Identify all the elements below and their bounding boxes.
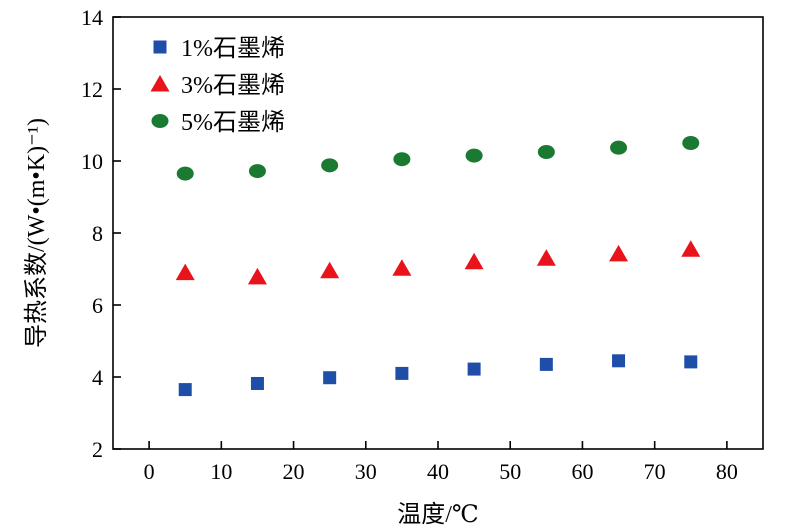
legend-marker [153,40,167,54]
data-point [320,261,340,279]
series-layer [175,136,701,397]
legend-label: 5%石墨烯 [181,109,285,136]
y-tick-label: 14 [81,5,103,30]
data-point [539,357,553,371]
x-tick-label: 40 [427,459,449,484]
data-point [321,158,339,173]
data-point [537,145,555,159]
x-tick-label: 10 [210,459,232,484]
y-tick-label: 6 [92,293,103,318]
data-point [323,371,337,385]
y-axis-ticks: 2 4 6 8 10 12 14 [81,5,121,462]
y-tick-label: 12 [81,77,103,102]
data-point [610,140,628,155]
y-axis-title: 导热系数/(W•(m•K)⁻¹) [23,118,50,348]
y-tick-label: 10 [81,149,103,174]
data-point [612,354,626,368]
legend-marker [151,114,169,128]
x-tick-label: 0 [144,459,155,484]
data-point [178,383,192,397]
legend-label: 3%石墨烯 [181,72,285,99]
data-point [684,355,698,369]
x-axis-ticks: 0 10 20 30 40 50 60 70 80 [144,441,738,484]
data-point [392,259,412,276]
data-point [465,148,483,163]
data-point [464,252,484,270]
y-tick-label: 2 [92,437,103,462]
data-point [393,152,411,167]
data-point [467,362,481,376]
y-tick-label: 8 [92,221,103,246]
data-point [175,263,195,281]
data-point [248,164,266,179]
x-tick-label: 30 [355,459,377,484]
x-tick-label: 50 [499,459,521,484]
series-2 [175,240,701,285]
data-point [681,240,701,257]
x-tick-label: 70 [644,459,666,484]
data-point [395,366,409,380]
x-tick-label: 60 [571,459,593,484]
data-point [250,376,264,390]
series-3 [176,136,700,181]
x-tick-label: 20 [283,459,305,484]
series-1 [178,354,698,397]
legend: 1%石墨烯 3%石墨烯 5%石墨烯 [150,35,285,136]
legend-label: 1%石墨烯 [181,35,285,62]
data-point [609,244,629,262]
data-point [247,267,267,285]
legend-marker [150,75,170,92]
x-axis-title: 温度/℃ [397,501,479,528]
data-point [176,166,194,181]
data-point [536,249,556,266]
x-tick-label: 80 [716,459,738,484]
y-tick-label: 4 [92,365,103,390]
data-point [682,136,700,150]
